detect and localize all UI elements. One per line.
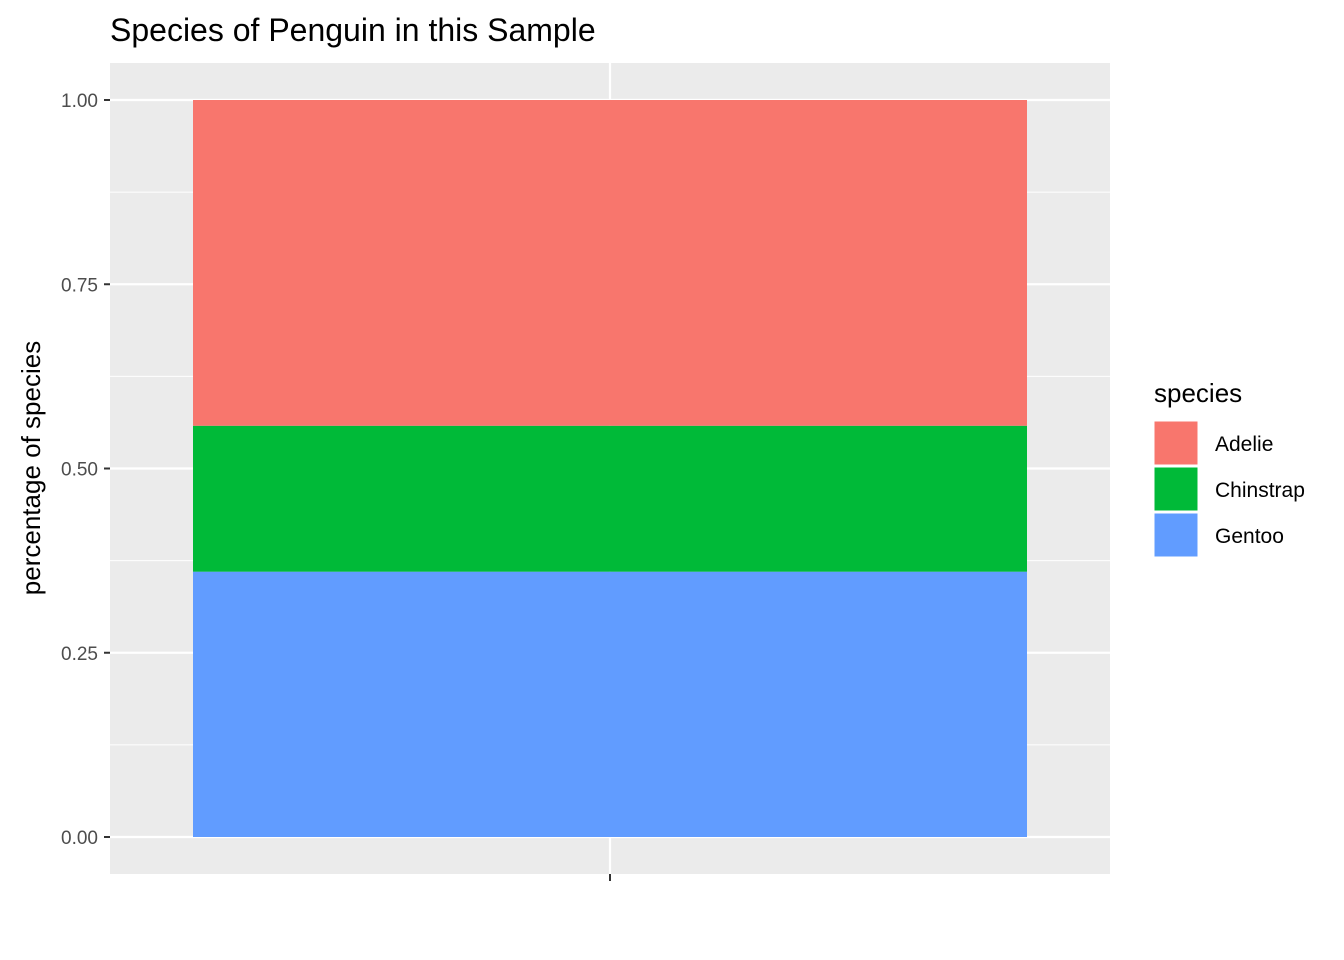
- y-tick-label: 1.00: [61, 91, 98, 112]
- y-axis-label: percentage of species: [16, 341, 46, 595]
- legend-title: species: [1154, 378, 1242, 408]
- y-tick-label: 0.00: [61, 828, 98, 849]
- legend-key-gentoo: [1153, 512, 1199, 558]
- stacked-bar: [193, 100, 1027, 837]
- legend-label-chinstrap: Chinstrap: [1215, 479, 1305, 502]
- legend-label-adelie: Adelie: [1215, 433, 1273, 456]
- y-tick-label: 0.50: [61, 460, 98, 481]
- bar-segment-adelie: [193, 100, 1027, 426]
- chart-title: Species of Penguin in this Sample: [110, 12, 596, 48]
- legend: species Adelie Chinstrap Gentoo: [1153, 378, 1305, 558]
- y-axis: 0.00 0.25 0.50 0.75 1.00: [61, 91, 110, 849]
- legend-label-gentoo: Gentoo: [1215, 525, 1284, 548]
- bar-segment-chinstrap: [193, 425, 1027, 572]
- legend-key-adelie: [1153, 420, 1199, 466]
- y-tick-label: 0.75: [61, 275, 98, 296]
- legend-key-chinstrap: [1153, 466, 1199, 512]
- y-tick-label: 0.25: [61, 644, 98, 665]
- bar-segment-gentoo: [193, 571, 1027, 837]
